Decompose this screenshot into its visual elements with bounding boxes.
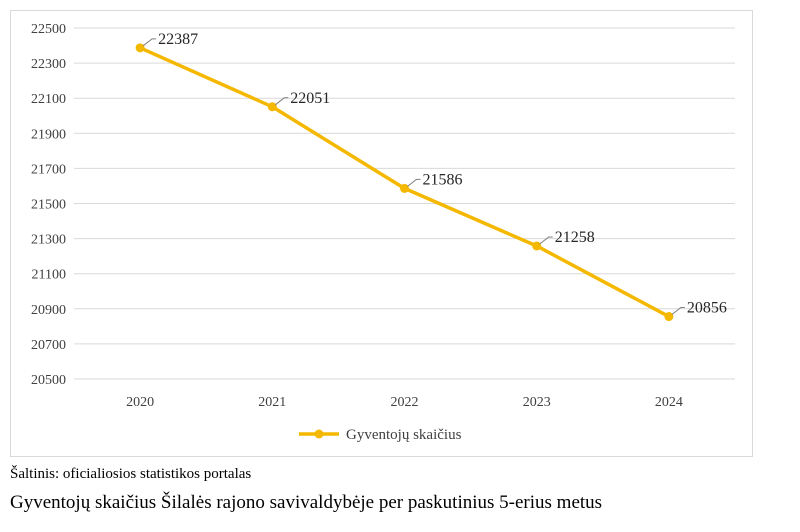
data-point-2020 [135,43,145,53]
data-label-leader [539,236,553,245]
data-label-leader [274,97,289,106]
y-tick-label: 21700 [31,162,66,177]
data-label-2020: 22387 [158,31,198,48]
x-tick-label: 2021 [258,395,286,410]
data-label-2021: 22051 [290,90,330,107]
series-line-path [139,46,670,319]
y-tick-label: 20700 [31,338,66,353]
data-label-leader [407,178,421,187]
y-tick-label: 22300 [31,57,66,72]
y-tick-label: 20900 [31,303,66,318]
data-label-leader [671,307,685,315]
legend-label: Gyventojų skaičius [346,427,462,443]
legend-marker [314,429,324,439]
x-tick-label: 2020 [126,395,154,410]
data-labels: 22387 22051 21586 21258 20856 [142,31,727,317]
data-point-2024 [664,312,674,322]
y-tick-label: 20500 [31,373,66,388]
y-tick-label: 22500 [31,22,66,37]
x-tick-label: 2024 [655,395,683,410]
source-note: Šaltinis: oficialiosios statistikos port… [10,466,252,482]
series-line [135,43,674,322]
y-tick-label: 21900 [31,127,66,142]
y-tick-label: 22100 [31,92,66,107]
chart-frame: 20500 20700 20900 21100 21300 21500 21700 21900… [10,10,753,457]
data-point-2023 [532,241,542,251]
line-chart: 20500 20700 20900 21100 21300 21500 21700 21900… [31,22,735,443]
y-axis-ticks: 20500 20700 20900 21100 21300 21500 21700 21900… [31,22,66,388]
data-label-2022: 21586 [423,171,463,188]
chart-caption: Gyventojų skaičius Šilalės rajono saviva… [10,492,603,513]
data-label-2023: 21258 [555,229,595,246]
data-label-2024: 20856 [687,300,727,317]
x-tick-label: 2022 [391,395,419,410]
y-tick-label: 21500 [31,198,66,213]
x-tick-label: 2023 [523,395,551,410]
x-axis-ticks: 2020 2021 2022 2023 2024 [126,395,683,410]
legend: Gyventojų skaičius [299,427,462,443]
data-point-2021 [267,102,277,112]
data-label-leader [142,38,157,47]
y-tick-label: 21300 [31,233,66,248]
data-point-2022 [400,183,409,193]
gridlines [74,27,735,380]
y-tick-label: 21100 [32,268,66,283]
